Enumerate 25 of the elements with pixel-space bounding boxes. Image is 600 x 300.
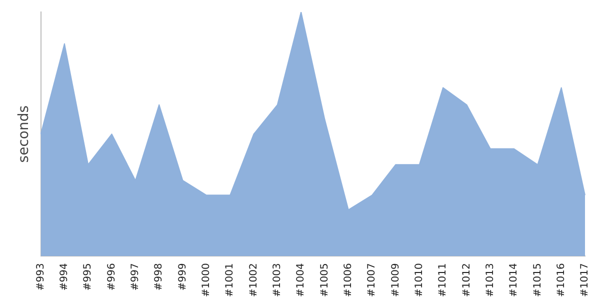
x-tick-label: #996: [106, 263, 118, 291]
x-tick-label: #1012: [461, 263, 472, 297]
x-tick-label: #1013: [484, 263, 496, 297]
x-tick-label: #1003: [272, 263, 283, 297]
x-tick-label: #1009: [390, 263, 402, 297]
x-tick-label: #1002: [248, 263, 260, 297]
x-tick-label: #997: [130, 263, 142, 291]
x-tick-label: #1000: [201, 263, 212, 297]
x-tick-label: #1001: [224, 263, 236, 297]
x-tick-label: #994: [59, 263, 70, 291]
x-tick-label: #1007: [366, 263, 378, 297]
x-tick-label: #998: [154, 263, 165, 291]
x-tick-label: #995: [82, 263, 94, 291]
x-tick-label: #1011: [438, 263, 449, 297]
x-tick-label: #1005: [319, 263, 330, 297]
x-tick-label: #1010: [414, 263, 425, 297]
x-tick-label: #1015: [532, 263, 544, 297]
x-tick-label: #1004: [296, 263, 307, 297]
y-axis-title: seconds: [16, 105, 32, 163]
x-tick-label: #999: [177, 263, 188, 291]
x-tick-label: #993: [35, 263, 46, 291]
x-tick-label: #1006: [342, 263, 354, 297]
x-tick-label: #1017: [580, 263, 591, 297]
x-tick-label: #1016: [556, 263, 567, 297]
x-tick-label: #1014: [508, 263, 520, 297]
